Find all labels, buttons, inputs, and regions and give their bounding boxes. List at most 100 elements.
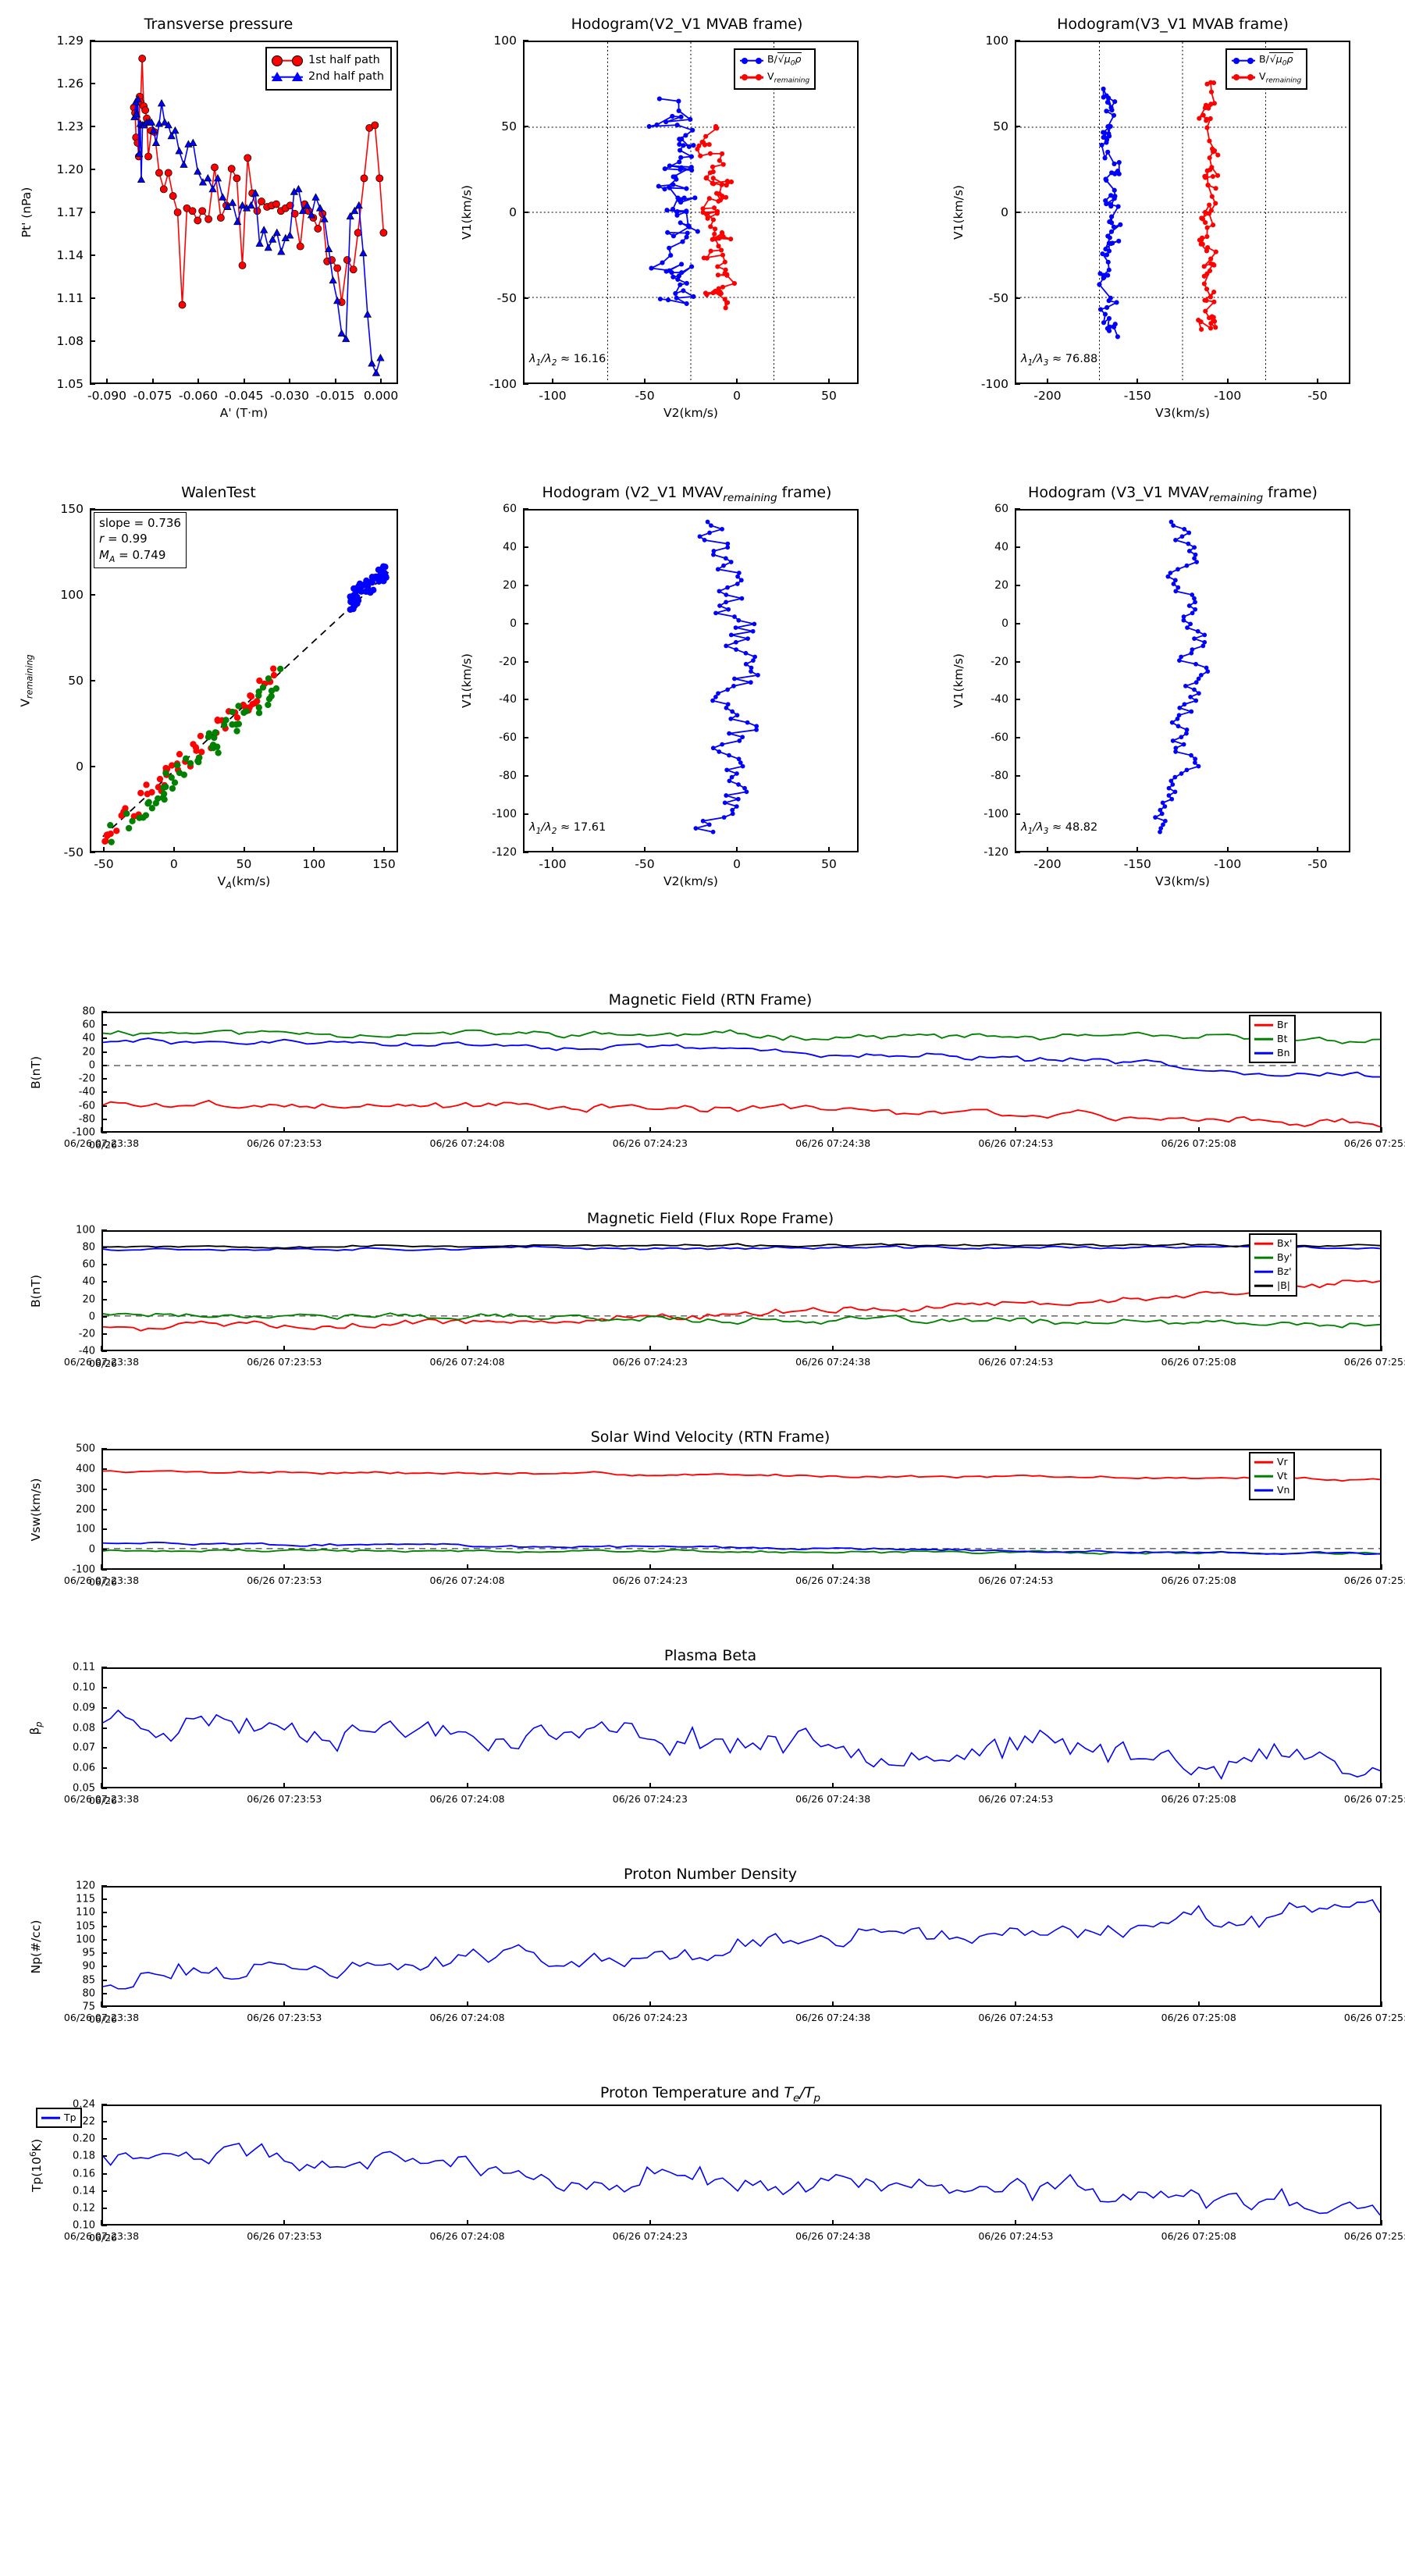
y-tick-label: 1.23 [56,119,84,133]
x-tick-mark [1197,1783,1200,1788]
legend-glyph-bx [1254,1240,1273,1247]
legend-row-vt: Vt [1254,1469,1289,1483]
x-tick-label: -50 [1307,857,1328,871]
plot-area [1015,509,1350,852]
x-tick-label: 06/26 07:24:08 [429,1793,505,1805]
y-tick-mark [101,1247,107,1249]
y-tick-mark [101,1051,107,1053]
y-tick-label: 1.11 [56,291,84,305]
x-tick-label: -100 [1214,389,1242,403]
legend-proton-temperature: Tp [36,2108,82,2129]
x-tick-mark [649,2220,651,2226]
panel-title: Plasma Beta [663,1647,757,1664]
y-tick-label: -100 [984,808,1008,821]
legend-glyph-bmag [1254,1283,1273,1290]
y-tick-mark [101,1037,107,1040]
x-tick-label: -0.045 [224,389,264,403]
x-tick-mark [1047,847,1048,852]
y-tick-mark [101,1979,107,1981]
legend-glyph-br [1254,1022,1273,1029]
x-tick-mark [1015,1127,1017,1133]
y-tick-mark [523,297,528,299]
x-tick-mark [828,379,830,384]
y-tick-mark [101,1788,107,1789]
x-tick-label: 06/26 07:23:38 [63,1137,140,1149]
panel-title: Hodogram (V3_V1 MVAVremaining frame) [1028,484,1318,504]
panel-proton-density: Proton Number Density Np(#/cc) 75 80 85 90 9… [29,1866,1405,2053]
y-tick-label: 60 [994,503,1008,515]
legend-label-bx: Bx' [1277,1237,1293,1249]
annotation-lambda-ratio: λ1/λ2 ≈ 17.61 [529,821,606,836]
x-tick-mark [1197,2001,1200,2007]
y-tick-mark [90,83,95,84]
legend-label-bmag: |B| [1277,1279,1290,1292]
legend-glyph-vr [1254,1459,1273,1466]
y-tick-label: 0.20 [73,2133,95,2145]
x-tick-label: -100 [539,857,567,871]
y-tick-label: 0.05 [73,1782,95,1795]
y-tick-mark [523,699,528,701]
y-tick-label: 500 [76,1443,95,1455]
y-axis-label: B(nT) [29,1274,43,1308]
legend-velocity-rtn: Vr Vt Vn [1249,1452,1296,1501]
x-tick-mark [1381,2220,1382,2226]
x-tick-mark [832,1564,834,1570]
y-tick-mark [1015,699,1020,701]
y-tick-label: 0 [76,760,84,774]
y-tick-label: 85 [82,1974,95,1987]
x-tick-label: 06/26 07:24:23 [612,1793,688,1805]
y-tick-mark [101,2006,107,2008]
y-tick-mark [101,1468,107,1470]
x-tick-mark [106,379,108,384]
y-tick-label: 40 [503,540,517,553]
x-tick-label: 06/26 07:24:23 [612,1574,688,1586]
x-axis-label: VA(km/s) [217,874,271,891]
y-tick-label: 100 [76,1523,95,1535]
x-tick-mark [644,379,646,384]
y-tick-label: -60 [991,731,1008,745]
y-tick-mark [523,737,528,739]
y-tick-mark [101,1118,107,1120]
x-tick-mark [243,847,245,852]
x-tick-label: 06/26 07:25:08 [1161,1137,1236,1149]
y-tick-label: 20 [82,1293,95,1306]
y-tick-mark [523,212,528,213]
plot-area [1015,41,1350,384]
x-tick-label: 0.000 [363,389,399,403]
y-tick-mark [523,508,528,510]
x-tick-mark [1197,1564,1200,1570]
x-tick-label: -150 [1123,389,1151,403]
x-tick-label: 06/26 07:24:08 [429,1137,505,1149]
y-axis-label: B(nT) [29,1055,43,1090]
x-tick-label: -0.090 [87,389,126,403]
legend-glyph-vn [1254,1487,1273,1494]
x-tick-label: 06/26 07:23:53 [247,2012,322,2023]
x-tick-label: 06/26 07:24:23 [612,2012,688,2023]
y-tick-label: 75 [82,2001,95,2013]
y-tick-mark [1015,297,1020,299]
panel-title: Solar Wind Velocity (RTN Frame) [590,1429,831,1446]
y-tick-mark [90,126,95,127]
y-tick-label: -100 [980,377,1008,391]
x-tick-label: 06/26 07:25:08 [1161,2012,1236,2023]
legend-row-alfven: B/√μ0ρ [740,52,809,69]
x-tick-mark [1226,379,1229,384]
x-tick-mark [101,1783,102,1788]
y-tick-label: 400 [76,1463,95,1475]
y-tick-label: -120 [984,846,1008,859]
y-tick-label: 50 [501,119,517,133]
y-tick-mark [101,1350,107,1352]
y-tick-label: -80 [991,770,1008,783]
y-tick-mark [523,126,528,127]
legend-mag-rtn: Br Bt Bn [1249,1015,1296,1064]
legend-glyph-red-line [1232,73,1255,82]
plot-area [101,1012,1382,1133]
x-tick-label: 0 [733,389,741,403]
y-tick-label: 50 [993,119,1008,133]
x-tick-mark [466,1564,468,1570]
x-tick-label: 06/26 07:23:38 [63,1574,140,1586]
x-tick-label: -50 [635,857,655,871]
legend-label-vn: Vn [1277,1484,1290,1496]
x-tick-label: 06/26 07:24:08 [429,1574,505,1586]
